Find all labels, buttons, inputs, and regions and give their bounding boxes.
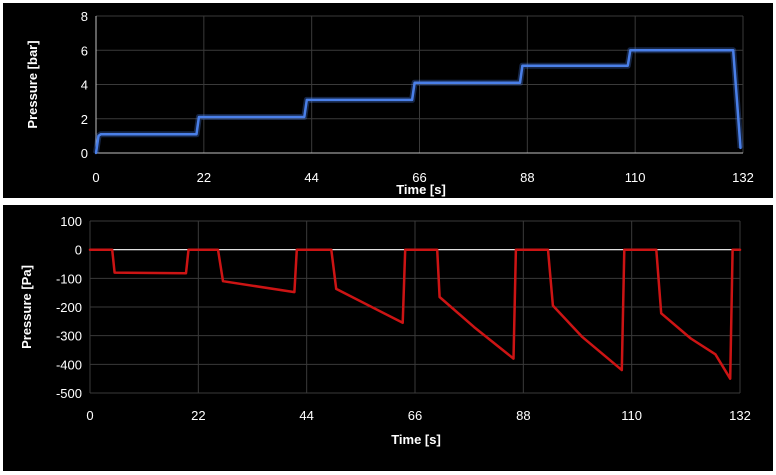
- top-xtick-label-5: 110: [625, 170, 646, 185]
- top-xtick-label-3: 66: [412, 170, 426, 185]
- chart-panel-pressure-bar: 0 2 4 6 8 0 22 44 66 88 110 132 Time [s] Pressure [ba…: [3, 3, 773, 198]
- top-y-axis-title: Pressure [bar]: [25, 40, 40, 128]
- bottom-xtick-label-4: 88: [516, 408, 530, 423]
- bottom-xtick-label-6: 132: [729, 408, 751, 423]
- top-xtick-label-0: 0: [92, 170, 99, 185]
- bottom-x-axis-title: Time [s]: [391, 432, 441, 447]
- bottom-ytick-label-1: 0: [75, 243, 82, 258]
- bottom-ytick-label-4: -300: [56, 329, 82, 344]
- top-series-glow-0: [93, 47, 744, 154]
- chart-panel-pressure-pa: 100 0 -100 -200 -300 -400 -500 0 22 44 66 88 110 132 T…: [3, 205, 773, 471]
- top-ytick-label-1: 2: [81, 112, 88, 127]
- bottom-xtick-label-2: 44: [299, 408, 313, 423]
- bottom-ytick-label-2: -100: [56, 271, 82, 286]
- pressure-bar-chart: 0 2 4 6 8 0 22 44 66 88 110 132 Time [s] Pressure [ba…: [25, 9, 754, 197]
- bottom-xtick-label-0: 0: [86, 408, 93, 423]
- top-ytick-label-0: 0: [81, 146, 88, 161]
- bottom-y-axis-title: Pressure [Pa]: [19, 265, 34, 349]
- top-ytick-label-2: 4: [81, 78, 88, 93]
- bottom-xtick-label-1: 22: [191, 408, 205, 423]
- bottom-series-line-0: [88, 248, 742, 380]
- top-xtick-label-6: 132: [732, 170, 754, 185]
- top-ytick-label-3: 6: [81, 43, 88, 58]
- pressure-pa-chart: 100 0 -100 -200 -300 -400 -500 0 22 44 66 88 110 132 T…: [19, 214, 751, 447]
- top-xtick-label-1: 22: [197, 170, 211, 185]
- bottom-xtick-label-5: 110: [621, 408, 642, 423]
- top-series-line-0: [94, 49, 742, 155]
- bottom-ytick-label-0: 100: [60, 214, 82, 229]
- bottom-xtick-label-3: 66: [408, 408, 422, 423]
- bottom-ytick-label-5: -400: [56, 357, 82, 372]
- top-xtick-label-2: 44: [304, 170, 318, 185]
- bottom-ytick-label-6: -500: [56, 386, 82, 401]
- top-x-axis-title: Time [s]: [396, 182, 446, 197]
- top-ytick-label-4: 8: [81, 9, 88, 24]
- top-xtick-label-4: 88: [520, 170, 534, 185]
- bottom-ytick-label-3: -200: [56, 300, 82, 315]
